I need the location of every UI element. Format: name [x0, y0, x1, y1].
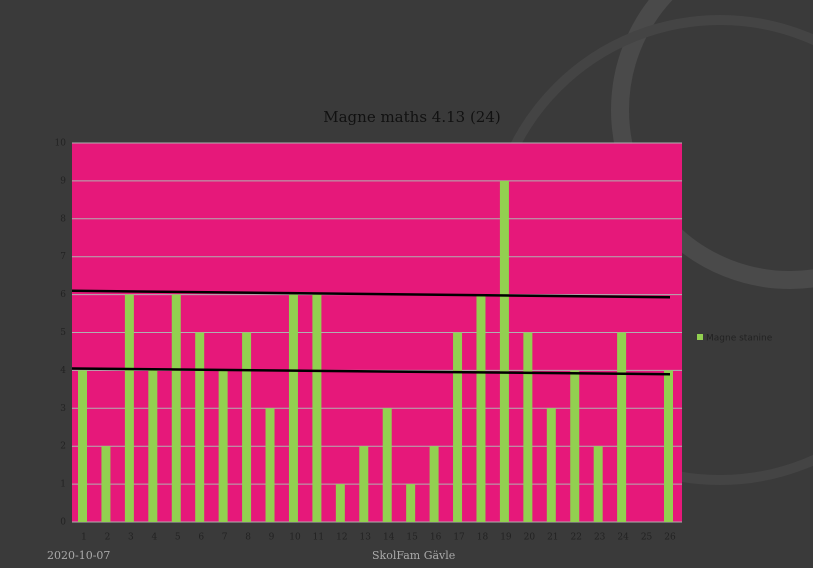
x-tick-label: 6 — [198, 533, 204, 543]
x-tick-label: 4 — [151, 533, 157, 543]
x-tick-label: 21 — [547, 533, 558, 543]
bar — [453, 332, 463, 522]
x-tick-label: 17 — [453, 533, 465, 543]
x-tick-label: 13 — [360, 533, 372, 543]
x-tick-label: 1 — [81, 533, 87, 543]
x-tick-label: 25 — [641, 533, 653, 543]
y-tick-label: 9 — [60, 176, 66, 186]
y-tick-label: 0 — [60, 518, 66, 528]
bar — [382, 408, 392, 522]
x-tick-label: 2 — [105, 533, 111, 543]
trend-line — [71, 289, 671, 299]
bar — [523, 332, 533, 522]
chart-title: Magne maths 4.13 (24) — [323, 108, 501, 126]
bar — [195, 332, 205, 522]
y-tick-label: 4 — [60, 366, 66, 376]
x-tick-label: 23 — [594, 533, 606, 543]
bar — [218, 370, 228, 522]
y-tick-label: 2 — [60, 442, 66, 452]
x-tick-label: 5 — [175, 533, 181, 543]
x-tick-label: 16 — [430, 533, 442, 543]
x-tick-label: 11 — [313, 533, 324, 543]
bar — [148, 370, 158, 522]
bar — [124, 294, 134, 522]
y-tick-label: 7 — [60, 252, 66, 262]
bar — [265, 408, 275, 522]
x-tick-label: 26 — [664, 533, 676, 543]
bar — [78, 370, 87, 522]
x-tick-label: 8 — [245, 533, 251, 543]
x-tick-label: 10 — [289, 533, 301, 543]
bar — [171, 294, 181, 522]
x-tick-label: 19 — [500, 533, 512, 543]
y-tick-label: 3 — [60, 404, 66, 414]
x-tick-label: 3 — [128, 533, 134, 543]
bar — [546, 408, 556, 522]
bar — [664, 370, 673, 522]
x-tick-label: 14 — [383, 533, 395, 543]
bar — [335, 484, 345, 522]
x-tick-label: 18 — [477, 533, 489, 543]
y-tick-label: 10 — [55, 139, 67, 149]
trend-line — [71, 367, 671, 376]
x-tick-label: 15 — [406, 533, 418, 543]
y-tick-label: 5 — [60, 328, 66, 338]
x-tick-label: 22 — [571, 533, 582, 543]
bar — [288, 294, 298, 522]
y-tick-label: 8 — [60, 214, 66, 224]
bar — [429, 446, 439, 522]
y-tick-label: 6 — [60, 290, 66, 300]
x-tick-label: 20 — [524, 533, 536, 543]
bar — [593, 446, 603, 522]
x-tick-label: 24 — [617, 533, 629, 543]
bar — [101, 446, 111, 522]
bar — [359, 446, 369, 522]
x-tick-label: 12 — [336, 533, 347, 543]
x-tick-label: 7 — [222, 533, 228, 543]
bar — [242, 332, 252, 522]
bar — [570, 370, 580, 522]
legend-label: Magne stanine — [706, 334, 773, 344]
decor-arc — [611, 0, 813, 289]
footer-date: 2020-10-07 — [47, 549, 110, 562]
x-tick-label: 9 — [269, 533, 275, 543]
bar — [406, 484, 416, 522]
bar — [499, 180, 509, 522]
bar — [476, 294, 486, 522]
y-tick-label: 1 — [60, 480, 66, 490]
legend-swatch — [697, 334, 703, 340]
bar — [617, 332, 627, 522]
footer-source: SkolFam Gävle — [372, 549, 455, 562]
bar — [312, 294, 322, 522]
